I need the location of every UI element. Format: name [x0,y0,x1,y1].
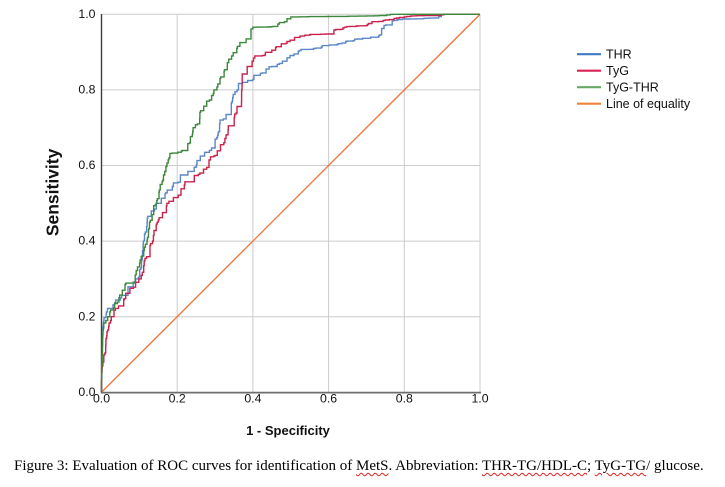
svg-text:0.4: 0.4 [244,392,261,406]
svg-text:0.6: 0.6 [78,158,95,172]
svg-text:0.0: 0.0 [78,385,95,399]
svg-text:1.0: 1.0 [78,7,95,21]
svg-text:0.0: 0.0 [93,392,110,406]
svg-text:0.4: 0.4 [78,234,95,248]
svg-text:Line of equality: Line of equality [606,97,691,111]
svg-text:THR: THR [606,47,632,61]
svg-text:1.0: 1.0 [471,392,488,406]
svg-text:0.2: 0.2 [169,392,186,406]
svg-text:0.2: 0.2 [78,309,95,323]
svg-text:0.6: 0.6 [320,392,337,406]
svg-text:TyG-THR: TyG-THR [606,80,659,94]
svg-text:1 - Specificity: 1 - Specificity [246,423,331,438]
svg-text:Sensitivity: Sensitivity [43,148,63,236]
svg-text:TyG: TyG [606,64,629,78]
svg-text:0.8: 0.8 [78,83,95,97]
svg-text:0.8: 0.8 [396,392,413,406]
